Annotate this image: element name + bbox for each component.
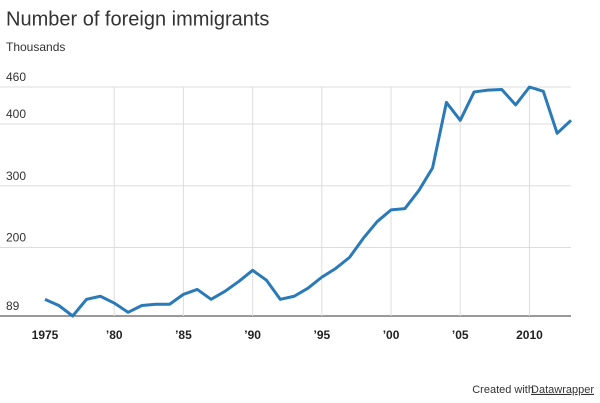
x-tick-label: 1975	[32, 328, 59, 342]
footer-link[interactable]: Datawrapper	[531, 384, 594, 396]
x-tick-label: ’00	[383, 328, 400, 342]
y-tick-label: 200	[6, 231, 26, 245]
x-tick-label: ’95	[313, 328, 330, 342]
x-tick-label: 2010	[516, 328, 543, 342]
chart-title: Number of foreign immigrants	[6, 8, 269, 30]
x-tick-label: ’85	[175, 328, 192, 342]
x-tick-label: ’80	[106, 328, 123, 342]
y-tick-label: 460	[6, 70, 26, 84]
y-tick-label: 300	[6, 169, 26, 183]
x-tick-label: ’05	[452, 328, 469, 342]
x-tick-label: ’90	[244, 328, 261, 342]
y-tick-label: 89	[6, 299, 20, 313]
footer-text: Created with	[472, 384, 534, 396]
chart-subtitle: Thousands	[6, 40, 65, 54]
line	[44, 85, 573, 318]
y-tick-label: 400	[6, 107, 26, 121]
